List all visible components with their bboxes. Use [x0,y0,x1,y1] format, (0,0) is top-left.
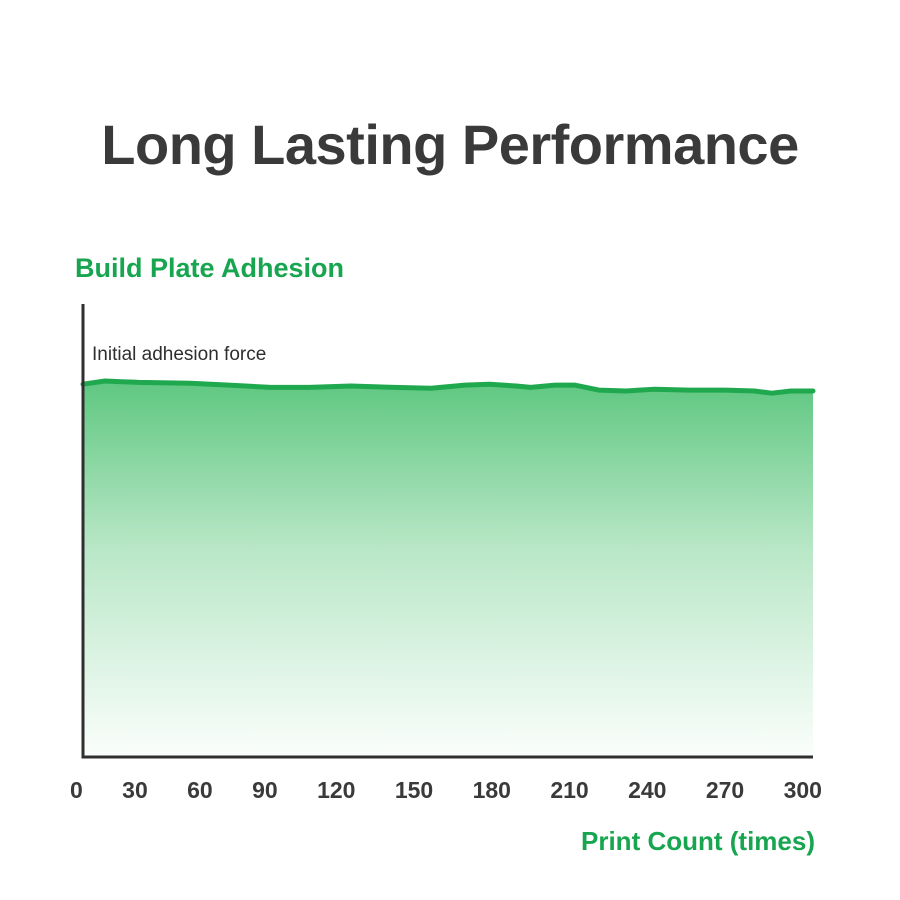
x-tick-label: 30 [122,777,148,803]
x-tick-label: 120 [317,777,356,803]
x-tick-label: 0 [70,777,83,803]
annotation-initial-adhesion-force: Initial adhesion force [92,344,267,365]
chart-title-build-plate-adhesion: Build Plate Adhesion [75,253,345,283]
x-tick-label: 240 [628,777,667,803]
adhesion-line [80,378,816,396]
x-axis-tick-labels: 0 30 60 90 120 150 180 210 240 270 300 [70,777,822,804]
x-tick-label: 270 [705,777,745,803]
page-title: Long Lasting Performance [101,113,799,176]
x-tick-label: 300 [783,777,822,803]
x-tick-label: 180 [472,777,511,803]
x-tick-label: 60 [187,777,213,803]
x-axis-title-print-count: Print Count (times) [581,826,815,856]
area-fill [83,381,813,757]
x-tick-label: 90 [252,777,278,803]
x-tick-label: 150 [394,777,434,803]
x-tick-label: 210 [550,777,589,803]
